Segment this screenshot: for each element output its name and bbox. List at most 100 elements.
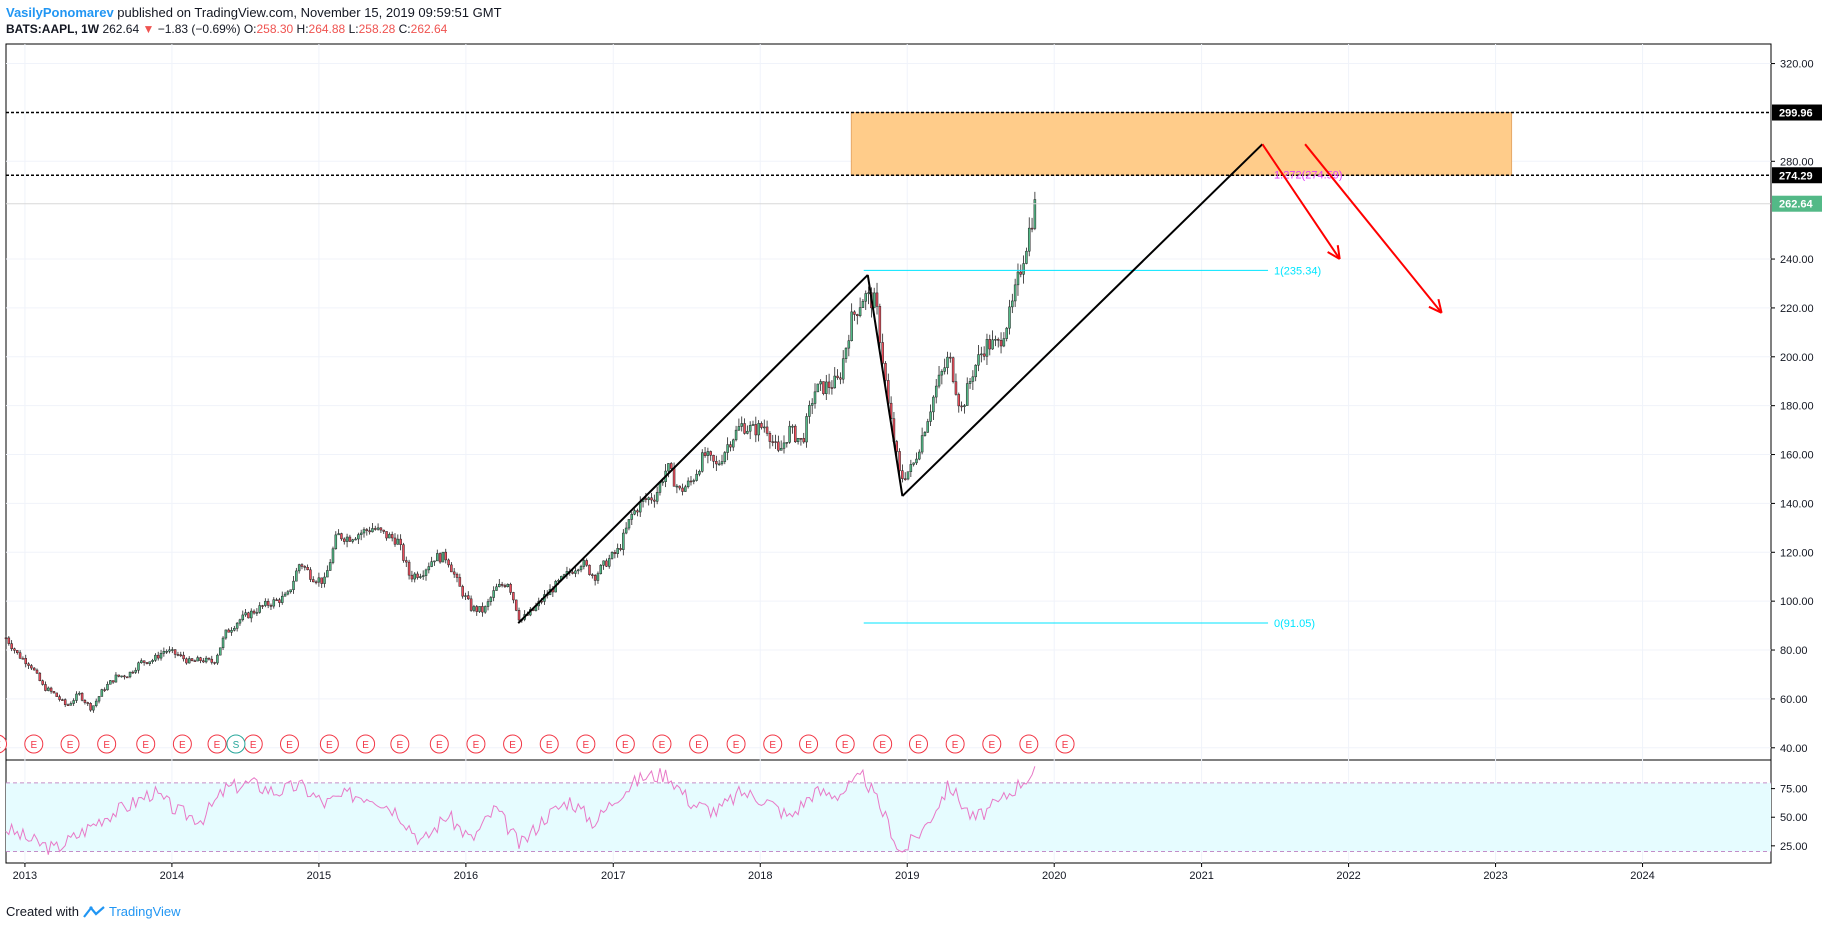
candle-body — [117, 674, 121, 677]
author-link[interactable]: VasilyPonomarev — [6, 5, 114, 20]
candle-body — [681, 487, 684, 492]
fib-level-label: 1(235.34) — [1274, 265, 1321, 277]
publish-header: VasilyPonomarev published on TradingView… — [6, 4, 502, 21]
earnings-marker[interactable] — [319, 734, 339, 754]
candle-body — [272, 599, 276, 607]
candle-body — [483, 606, 487, 613]
earnings-marker[interactable] — [390, 734, 410, 754]
earnings-marker-label: E — [250, 740, 257, 751]
candle-body — [994, 339, 997, 341]
earnings-marker[interactable] — [172, 734, 192, 754]
candle-body — [4, 637, 8, 640]
candle-body — [802, 438, 805, 443]
fibonacci-extension[interactable]: 1.272(274.59) 1(235.34) 0(91.05) — [863, 170, 1343, 631]
candle-body — [940, 371, 944, 376]
candle-body — [444, 551, 447, 561]
earnings-marker[interactable] — [835, 734, 855, 754]
trend-line[interactable] — [901, 143, 1264, 497]
candle-body — [867, 292, 870, 294]
arrow-head — [1437, 298, 1443, 314]
earnings-marker[interactable] — [60, 734, 80, 754]
earnings-marker[interactable] — [97, 734, 117, 754]
earnings-events[interactable]: EEEEEEEEEEEEEEEEEEEEEEEEEEEEEES — [0, 734, 1075, 754]
earnings-marker[interactable] — [136, 734, 156, 754]
candle-body — [726, 444, 729, 453]
earnings-marker[interactable] — [799, 734, 819, 754]
candle-body — [675, 485, 679, 488]
candle-body — [1002, 338, 1006, 347]
candle-body — [328, 562, 332, 571]
resistance-zone-rect[interactable] — [850, 112, 1513, 176]
candle-body — [100, 689, 104, 697]
earnings-marker[interactable] — [945, 734, 965, 754]
earnings-marker[interactable] — [279, 734, 299, 754]
trend-lines[interactable] — [517, 143, 1264, 624]
candle-body — [582, 560, 586, 567]
close-value: 262.64 — [410, 22, 448, 36]
earnings-marker[interactable] — [873, 734, 893, 754]
earnings-marker[interactable] — [207, 734, 227, 754]
trend-line[interactable] — [517, 274, 869, 624]
price-axis[interactable]: 320.00 280.00 240.00 220.00 200.00 180.00 160.… — [1771, 59, 1822, 755]
price-label-text: 299.96 — [1779, 108, 1813, 120]
earnings-marker[interactable] — [539, 734, 559, 754]
candle-body — [1019, 271, 1023, 275]
candle-body — [853, 311, 856, 315]
candle-body — [579, 566, 583, 571]
candle-body — [748, 425, 752, 432]
earnings-marker[interactable] — [763, 734, 783, 754]
candle-body — [159, 653, 163, 659]
earnings-marker-label: E — [546, 740, 553, 751]
candle-body — [337, 533, 340, 536]
candle-body — [171, 649, 174, 651]
candle-body — [357, 534, 360, 540]
earnings-marker[interactable] — [652, 734, 672, 754]
earnings-marker-label: E — [67, 740, 74, 751]
price-tick-label: 160.00 — [1780, 450, 1814, 462]
candle-body — [610, 552, 614, 559]
resistance-zone[interactable] — [850, 112, 1513, 176]
candle-body — [982, 353, 986, 357]
candle-body — [915, 458, 918, 464]
price-label-text: 274.29 — [1779, 170, 1813, 182]
earnings-marker[interactable] — [1019, 734, 1039, 754]
earnings-marker[interactable] — [466, 734, 486, 754]
earnings-marker[interactable] — [689, 734, 709, 754]
candle-body — [382, 529, 385, 532]
candle-body — [678, 485, 681, 489]
horizontal-lines[interactable] — [6, 111, 1771, 205]
earnings-marker[interactable] — [503, 734, 523, 754]
split-marker[interactable] — [226, 734, 246, 754]
earnings-marker-label: E — [326, 740, 333, 751]
earnings-marker[interactable] — [615, 734, 635, 754]
candle-body — [988, 339, 992, 350]
candle-body — [216, 654, 219, 664]
candle-body — [791, 425, 794, 428]
tradingview-brand-link[interactable]: TradingView — [108, 904, 181, 919]
earnings-marker[interactable] — [1055, 734, 1075, 754]
target-arrows[interactable] — [1261, 143, 1443, 314]
earnings-marker[interactable] — [429, 734, 449, 754]
earnings-marker[interactable] — [576, 734, 596, 754]
candle-body — [455, 573, 459, 578]
arrow-shaft[interactable] — [1261, 143, 1341, 260]
candle-body — [746, 430, 749, 434]
candle-body — [255, 612, 259, 614]
earnings-marker-label: E — [396, 740, 403, 751]
arrow-shaft[interactable] — [1304, 143, 1443, 314]
earnings-marker[interactable] — [0, 734, 8, 754]
earnings-marker[interactable] — [909, 734, 929, 754]
earnings-marker[interactable] — [982, 734, 1002, 754]
time-axis[interactable]: 2013 2014 2015 2016 2017 2018 2019 2020 2021 2022… — [13, 863, 1655, 882]
earnings-marker[interactable] — [356, 734, 376, 754]
trend-line[interactable] — [866, 274, 904, 497]
candle-body — [58, 696, 61, 700]
candle-body — [309, 569, 312, 580]
candle-body — [78, 692, 81, 695]
fib-level-label: 1.272(274.59) — [1274, 170, 1343, 182]
earnings-marker[interactable] — [726, 734, 746, 754]
earnings-marker[interactable] — [24, 734, 44, 754]
earnings-marker-label: E — [988, 740, 995, 751]
candle-body — [788, 425, 791, 443]
